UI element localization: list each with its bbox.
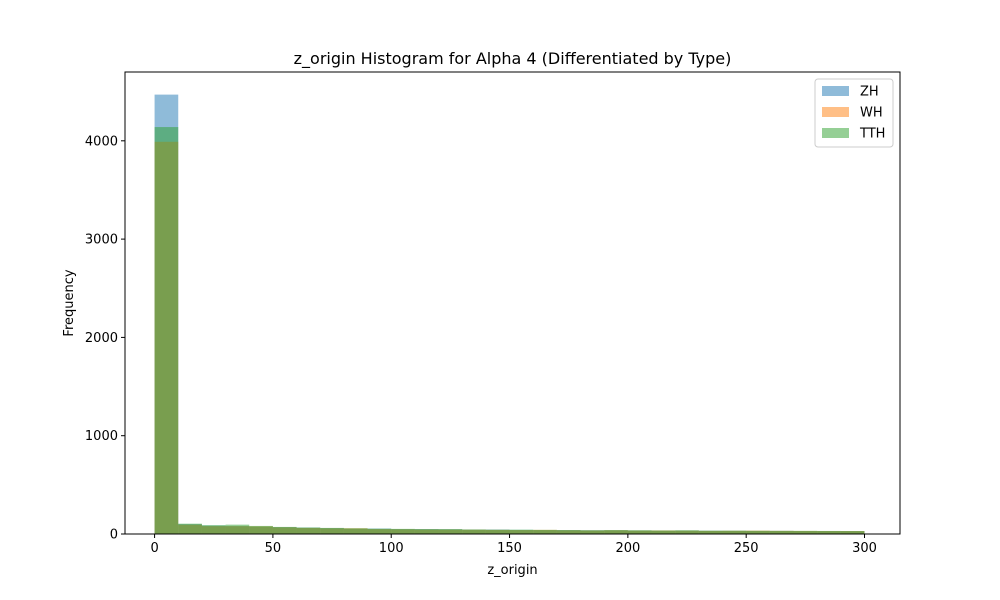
y-tick-label: 4000 [85, 134, 118, 149]
y-axis: 0 1000 2000 3000 4000 [85, 134, 125, 543]
bar-tth-19 [604, 530, 628, 534]
bar-tth-22 [675, 530, 699, 534]
bar-tth-24 [722, 530, 747, 534]
bar-tth-18 [580, 530, 605, 534]
bar-tth-6 [296, 527, 321, 534]
bar-tth-8 [343, 528, 368, 534]
legend-swatch-tth [822, 128, 849, 138]
y-tick-label: 2000 [85, 331, 118, 346]
series-tth [154, 127, 865, 534]
bar-tth-11 [414, 529, 439, 534]
bar-tth-27 [793, 530, 818, 534]
x-tick-label: 300 [852, 541, 877, 556]
bar-tth-9 [367, 528, 392, 534]
bar-tth-3 [225, 524, 250, 534]
bar-tth-13 [462, 529, 486, 534]
bar-tth-14 [485, 529, 510, 534]
x-tick-label: 150 [497, 541, 522, 556]
bars-layer [154, 94, 865, 534]
x-axis: 0 50 100 150 200 250 300 [150, 534, 877, 556]
legend-label-tth: TTH [859, 127, 885, 142]
legend-label-wh: WH [860, 106, 883, 121]
bar-tth-16 [533, 529, 557, 534]
x-tick-label: 50 [265, 541, 282, 556]
legend-swatch-zh [822, 86, 849, 96]
bar-tth-1 [178, 523, 202, 534]
bar-tth-26 [769, 530, 794, 534]
bar-tth-4 [249, 525, 273, 534]
bar-tth-29 [840, 531, 865, 534]
y-tick-label: 1000 [85, 429, 118, 444]
y-tick-label: 0 [110, 528, 118, 543]
y-tick-label: 3000 [85, 233, 118, 248]
bar-tth-25 [746, 530, 770, 534]
bar-tth-21 [651, 530, 676, 534]
chart-title: z_origin Histogram for Alpha 4 (Differen… [294, 49, 732, 69]
bar-tth-10 [391, 528, 415, 534]
bar-tth-15 [509, 529, 534, 534]
legend: ZH WH TTH [814, 78, 894, 148]
legend-label-zh: ZH [860, 85, 879, 100]
bar-tth-0 [154, 127, 179, 534]
bar-tth-12 [438, 529, 463, 534]
bar-tth-7 [320, 527, 344, 534]
plot-frame [124, 71, 901, 535]
x-axis-label: z_origin [487, 563, 537, 578]
bar-tth-2 [201, 525, 226, 534]
x-tick-label: 250 [734, 541, 759, 556]
x-tick-label: 0 [150, 541, 158, 556]
bar-tth-17 [556, 530, 581, 534]
legend-swatch-wh [822, 107, 849, 117]
x-tick-label: 200 [615, 541, 640, 556]
bar-tth-28 [817, 530, 841, 534]
y-axis-label: Frequency [62, 269, 77, 336]
bar-tth-20 [627, 530, 652, 534]
bar-tth-23 [698, 530, 723, 534]
bar-tth-5 [272, 526, 297, 534]
x-tick-label: 100 [379, 541, 404, 556]
